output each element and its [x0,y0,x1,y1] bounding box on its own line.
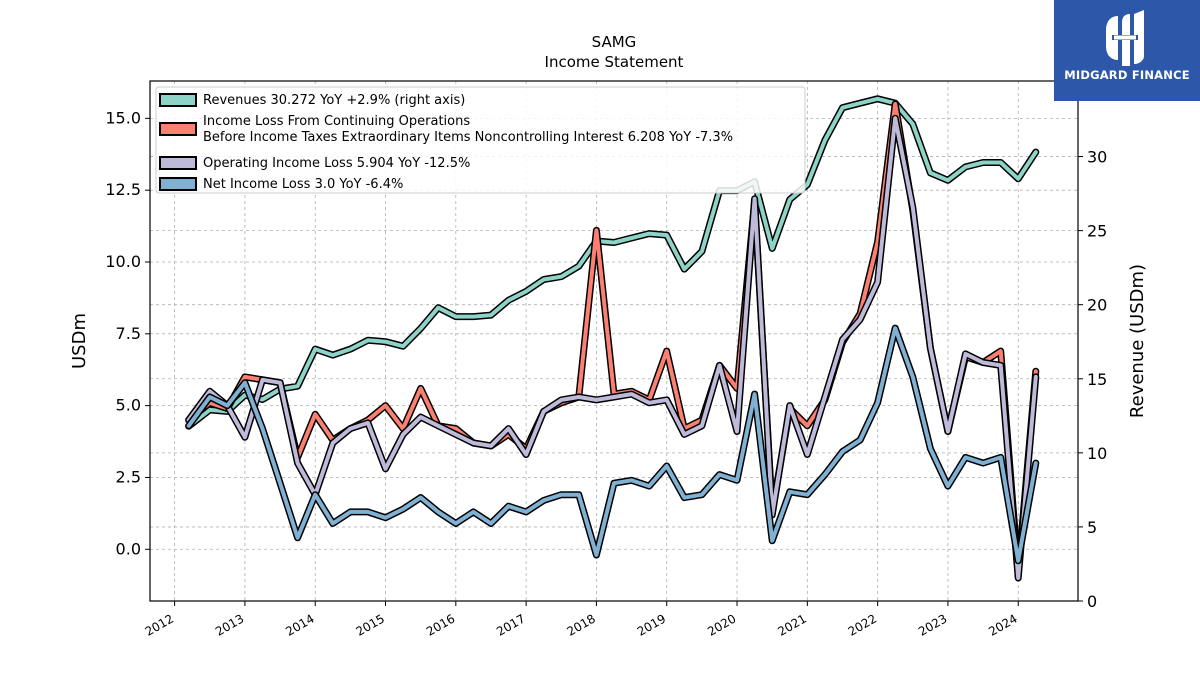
y-axis-right-label: Revenue (USDm) [1127,264,1148,418]
y-tick-left-label: 10.0 [105,252,141,271]
y-tick-right-label: 25 [1087,222,1107,241]
x-tick-label: 2015 [354,611,387,638]
x-tick-label: 2016 [424,611,457,638]
x-tick-label: 2024 [986,611,1019,638]
logo-text: MIDGARD FINANCE [1064,68,1190,82]
x-tick-label: 2013 [213,611,246,638]
legend-label-1: Income Loss From Continuing Operations Be… [203,114,733,145]
x-tick-label: 2023 [916,611,949,638]
y-tick-right-label: 20 [1087,296,1107,315]
y-tick-left-label: 0.0 [116,539,141,558]
y-tick-left-label: 12.5 [105,180,141,199]
y-tick-right-label: 0 [1087,592,1097,611]
x-tick-label: 2020 [705,611,738,638]
brand-logo: MIDGARD FINANCE [1054,0,1200,101]
legend: Revenues 30.272 YoY +2.9% (right axis) In… [155,86,806,194]
y-tick-left-label: 5.0 [116,396,141,415]
legend-swatch-1 [159,122,197,136]
legend-label-3: Net Income Loss 3.0 YoY -6.4% [203,177,403,192]
y-tick-left-label: 7.5 [116,324,141,343]
y-tick-right-label: 5 [1087,518,1097,537]
y-tick-right-label: 30 [1087,148,1107,167]
plot-frame [149,80,1079,602]
series-lines [185,95,1040,582]
series-line-2 [186,116,1038,580]
legend-swatch-3 [159,177,197,191]
chart-subtitle: Income Statement [545,53,684,71]
chart-title: SAMG [592,33,637,51]
y-tick-left-label: 2.5 [116,467,141,486]
legend-box [155,86,806,194]
y-tick-right-label: 10 [1087,444,1107,463]
y-tick-right-label: 15 [1087,370,1107,389]
legend-label-2: Operating Income Loss 5.904 YoY -12.5% [203,156,470,171]
legend-label-0: Revenues 30.272 YoY +2.9% (right axis) [203,93,465,108]
x-tick-label: 2021 [775,611,808,638]
x-tick-label: 2012 [143,611,176,638]
y-tick-left-label: 15.0 [105,108,141,127]
x-tick-label: 2019 [635,611,668,638]
y-axis-left-label: USDm [69,313,90,369]
x-tick-label: 2022 [846,611,879,638]
y-axis-right: 0 5 10 15 20 25 30 [1078,148,1107,611]
x-axis: 2012 2013 2014 2015 2016 2017 2018 2019 2020 2021… [143,601,1020,639]
legend-swatch-0 [159,93,197,107]
x-tick-label: 2017 [494,611,527,638]
x-tick-label: 2018 [564,611,597,638]
y-axis-left: 0.0 2.5 5.0 7.5 10.0 12.5 15.0 [105,108,150,558]
legend-swatch-2 [159,156,197,170]
x-tick-label: 2014 [283,611,316,638]
series-line-3 [186,326,1038,563]
logo-mark-icon [1106,10,1144,66]
